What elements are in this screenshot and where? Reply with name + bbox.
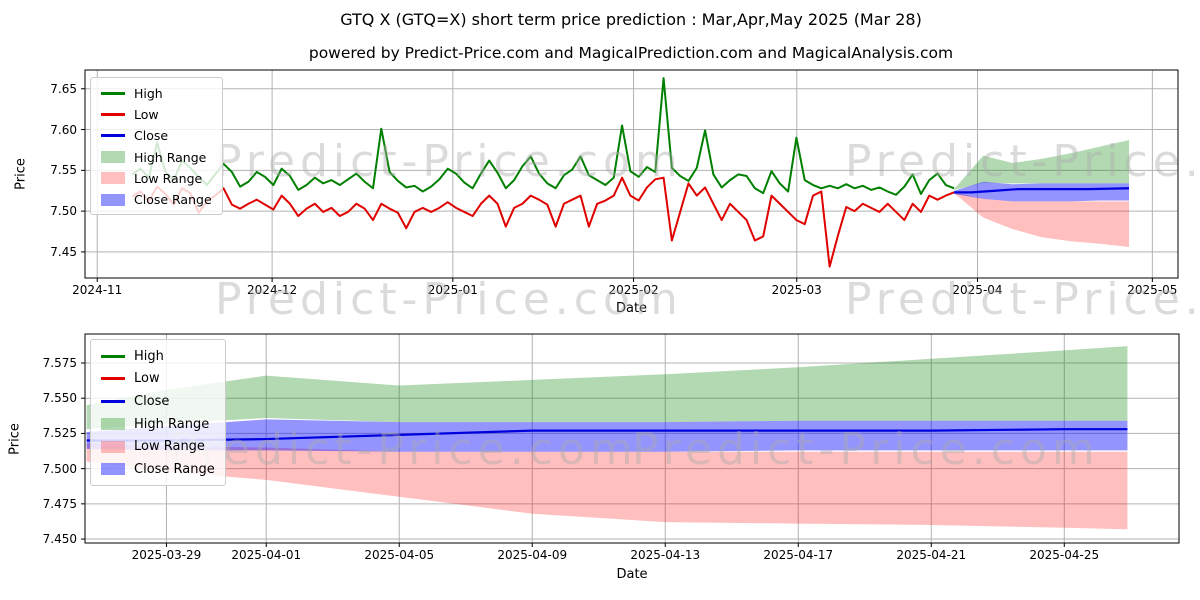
legend-patch-swatch [101,193,125,206]
close-range-band [954,181,1130,202]
low-range-band [954,192,1130,248]
x-tick-label: 2025-04-21 [896,548,967,562]
y-tick-label: 7.55 [50,163,77,178]
x-axis-label: Date [616,567,648,582]
x-tick-label: 2025-02 [608,283,659,297]
x-axis-label: Date [615,301,648,316]
y-tick-label: 7.45 [50,244,77,259]
plot-border [84,69,1179,279]
legend-item-low: Low [101,104,212,125]
x-tick-label: 2025-04-17 [763,548,834,562]
legend-label: High [134,348,164,364]
y-tick-label: 7.65 [50,81,77,96]
plot-border [84,333,1180,544]
y-tick-label: 7.60 [50,122,77,137]
bottom-chart-legend: High Low Close High Range Low Range Close Ran… [90,339,226,486]
low-line [131,176,955,268]
x-tick-label: 2025-04-09 [497,548,568,562]
legend-item-low-range: Low Range [101,435,215,458]
figure-title: GTQ X (GTQ=X) short term price predictio… [340,10,922,29]
close-range-band [86,419,1128,452]
legend-patch-swatch [101,172,125,185]
y-tick-label: 7.575 [42,356,77,370]
y-tick-label: 7.50 [50,204,77,219]
high-range-band [86,346,1128,430]
y-tick-label: 7.475 [42,496,77,511]
legend-patch-swatch [101,151,125,164]
y-tick-label: 7.450 [42,532,77,547]
y-tick-label: 7.525 [42,426,77,441]
legend-item-high: High [101,83,212,104]
legend-item-close: Close [101,125,212,146]
legend-item-high-range: High Range [101,147,212,168]
legend-item-low-range: Low Range [101,168,212,189]
legend-item-high-range: High Range [101,413,215,436]
close-line [954,187,1130,194]
x-tick-label: 2025-05 [1127,283,1178,297]
legend-label: Low [134,107,159,123]
y-tick-label: 7.550 [42,391,77,406]
high-range-band [954,140,1130,190]
legend-label: High [134,86,163,102]
legend-line-swatch [101,377,125,381]
x-tick-label: 2024-11 [72,283,123,297]
legend-item-low: Low [101,368,215,391]
high-line [131,77,955,196]
legend-line-swatch [101,354,125,358]
top-chart-legend: High Low Close High Range Low Range Close Ran… [90,77,223,216]
legend-label: Close Range [134,461,215,477]
chart-subtitle: powered by Predict-Price.com and Magical… [308,44,954,62]
y-axis-label: Price [13,158,29,190]
x-tick-label: 2025-04-01 [231,548,302,562]
legend-patch-swatch [101,418,125,431]
x-tick-label: 2025-04-25 [1029,548,1100,562]
legend-label: Close Range [134,192,212,208]
legend-label: Close [134,393,170,409]
legend-label: Low Range [134,439,205,455]
legend-line-swatch [101,92,125,96]
legend-label: High Range [134,416,210,432]
top-chart-plot-area [85,70,1178,278]
x-tick-label: 2024-12 [247,283,298,297]
legend-label: High Range [134,149,207,165]
legend-line-swatch [101,134,125,138]
legend-line-swatch [101,113,125,117]
top-chart [81,69,1179,282]
x-tick-label: 2025-03 [771,283,822,297]
y-tick-label: 7.500 [42,461,77,476]
x-tick-label: 2025-03-29 [131,548,202,562]
legend-label: Close [134,128,169,144]
legend-patch-swatch [101,463,125,476]
x-tick-label: 2025-04-05 [364,548,435,562]
legend-item-high: High [101,345,215,368]
legend-label: Low Range [134,170,203,186]
low-range-band [86,443,1128,530]
legend-patch-swatch [101,440,125,453]
y-axis-label: Price [7,422,23,455]
legend-item-close-range: Close Range [101,458,215,481]
x-tick-label: 2025-04-13 [630,548,701,562]
bottom-chart-plot-area [85,334,1179,543]
x-tick-label: 2025-01 [427,283,478,297]
legend-line-swatch [101,399,125,403]
x-tick-label: 2025-04 [952,283,1003,297]
legend-item-close: Close [101,390,215,413]
legend-label: Low [134,371,160,387]
bottom-chart [81,333,1180,547]
legend-item-close-range: Close Range [101,189,212,210]
